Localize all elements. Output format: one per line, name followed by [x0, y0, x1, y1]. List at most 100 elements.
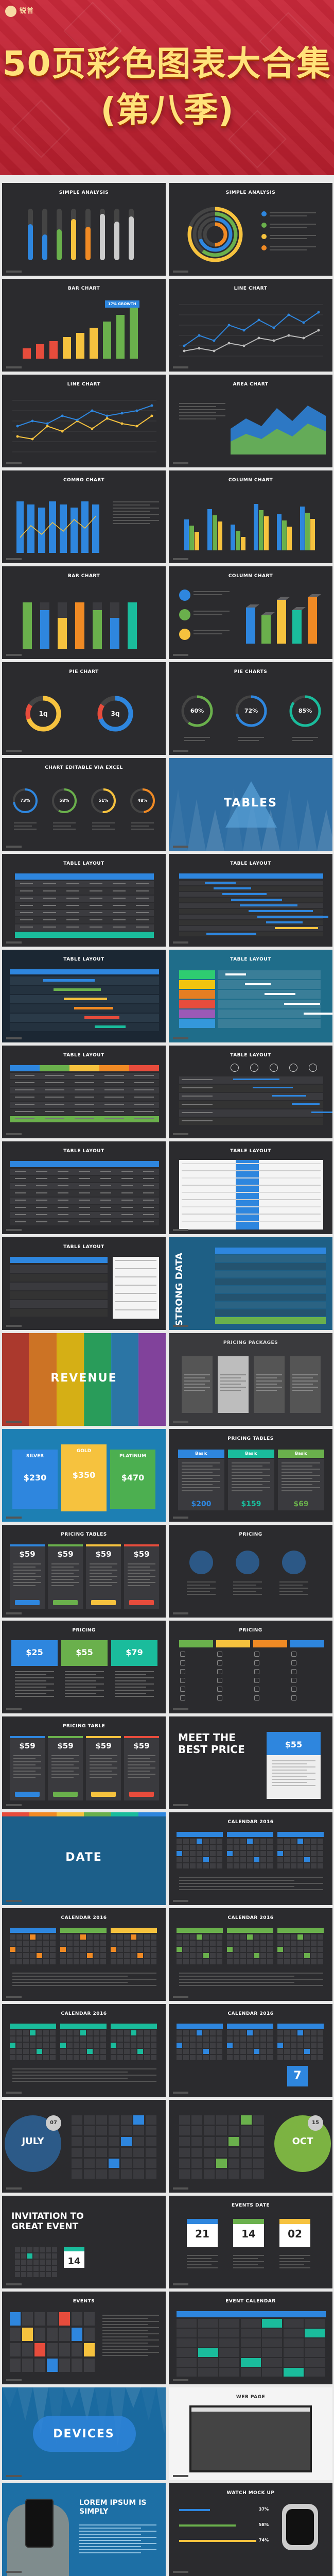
slide-thumbnail[interactable]: JULY 07	[2, 2100, 166, 2193]
buy-button[interactable]	[129, 1792, 154, 1797]
slide-thumbnail[interactable]: OCT 15	[169, 2100, 332, 2193]
slide-thumbnail[interactable]: WATCH MOCK UP 37% 58% 74%	[169, 2483, 332, 2576]
feature-check	[291, 1660, 296, 1665]
slide-thumbnail[interactable]: INVITATION TO GREAT EVENT 14	[2, 2196, 166, 2288]
slide-footer-bar	[173, 462, 188, 464]
slide-thumbnail[interactable]: MEET THE BEST PRICE $55	[169, 1716, 332, 1809]
slide-thumbnail[interactable]: TABLE LAYOUT	[2, 950, 166, 1042]
buy-button[interactable]	[91, 1792, 116, 1797]
table-cell	[79, 1185, 90, 1186]
slide-title: AREA CHART	[233, 382, 269, 387]
buy-button[interactable]	[15, 1600, 40, 1605]
table-cell	[45, 1104, 64, 1105]
slide-thumbnail[interactable]: STRONG DATA	[169, 1237, 332, 1330]
pricing-card[interactable]	[12, 1450, 58, 1509]
calendar-day	[15, 2272, 20, 2277]
slide-thumbnail[interactable]: PRICING	[169, 1621, 332, 1713]
slide-thumbnail[interactable]: SILVER $230 GOLD $350 PLATINUM $470	[2, 1429, 166, 1522]
slide-thumbnail[interactable]: CALENDAR 2016	[2, 1908, 166, 2001]
buy-button[interactable]	[91, 1600, 116, 1605]
slide-thumbnail[interactable]: CALENDAR 2016	[2, 2004, 166, 2097]
slide-thumbnail[interactable]: TABLE LAYOUT	[2, 854, 166, 947]
buy-button[interactable]	[15, 1792, 40, 1797]
slide-thumbnail[interactable]: REVENUE	[2, 1333, 166, 1426]
slide-thumbnail[interactable]: TABLE LAYOUT	[169, 1141, 332, 1234]
slide-thumbnail[interactable]: PRICING TABLES Basic $200 Basic $159 Basic $69	[169, 1429, 332, 1522]
slide-thumbnail[interactable]: PRICING	[169, 1525, 332, 1618]
slide-thumbnail[interactable]: WEB PAGE	[169, 2387, 332, 2480]
slide-thumbnail[interactable]: AREA CHART	[169, 375, 332, 467]
slide-thumbnail[interactable]: BAR CHART	[2, 566, 166, 659]
slide-thumbnail[interactable]: TABLE LAYOUT	[2, 1237, 166, 1330]
slide-thumbnail[interactable]: TABLE LAYOUT	[2, 1141, 166, 1234]
calendar-day	[23, 2055, 29, 2060]
slide-thumbnail[interactable]: COLUMN CHART	[169, 566, 332, 659]
slide-thumbnail[interactable]: PRICING TABLES $59 $59 $59 $59	[2, 1525, 166, 1618]
slide-thumbnail[interactable]: TABLE LAYOUT	[169, 950, 332, 1042]
slide-thumbnail[interactable]: DATE	[2, 1812, 166, 1905]
pricing-card[interactable]	[61, 1444, 107, 1511]
slide-thumbnail[interactable]: LOREM IPSUM IS SIMPLY	[2, 2483, 166, 2576]
calendar-day	[72, 2159, 82, 2168]
slide-thumbnail[interactable]: COMBO CHART	[2, 470, 166, 563]
table-cell	[75, 1118, 94, 1119]
calendar-day	[60, 2055, 66, 2060]
calendar-day	[43, 2049, 49, 2054]
calendar-day	[74, 2049, 79, 2054]
slide-thumbnail[interactable]: EVENTS	[2, 2292, 166, 2384]
slide-thumbnail[interactable]: EVENT CALENDAR	[169, 2292, 332, 2384]
buy-button[interactable]	[53, 1792, 78, 1797]
slide-thumbnail[interactable]: TABLE LAYOUT	[2, 1046, 166, 1138]
feature-check	[180, 1687, 185, 1692]
pricing-card	[290, 1356, 321, 1413]
slide-thumbnail[interactable]: CALENDAR 2016	[169, 1908, 332, 2001]
calendar-day	[203, 1863, 209, 1868]
calendar-day	[318, 2043, 323, 2048]
text-placeholder-line	[184, 1374, 210, 1375]
slide-thumbnail[interactable]: PIE CHART 1q 3q	[2, 662, 166, 755]
ring-label: 85%	[298, 708, 312, 714]
text-placeholder-line	[194, 611, 230, 612]
calendar-day	[177, 1947, 182, 1952]
slide-thumbnail[interactable]: TABLES	[169, 758, 332, 851]
calendar-day	[22, 2312, 33, 2326]
slide-thumbnail[interactable]: CALENDAR 2016	[169, 1812, 332, 1905]
slide-thumbnail[interactable]: LINE CHART	[2, 375, 166, 467]
table-cell	[104, 1097, 124, 1098]
slide-thumbnail[interactable]: PRICING TABLE $59 $59 $59 $59	[2, 1716, 166, 1809]
slide-thumbnail[interactable]: CHART EDITABLE VIA EXCEL 73% 58% 51% 48%	[2, 758, 166, 851]
buy-button[interactable]	[129, 1600, 154, 1605]
slide-thumbnail[interactable]: CALENDAR 2016 7	[169, 2004, 332, 2097]
pricing-card[interactable]	[110, 1450, 155, 1509]
calendar-cell	[198, 2319, 218, 2328]
slide-title: PRICING	[239, 1628, 262, 1633]
slide-thumbnail[interactable]: SIMPLE ANALYSIS	[169, 183, 332, 276]
text-placeholder-line	[15, 1671, 54, 1672]
calendar-day	[87, 1953, 93, 1958]
text-placeholder-line	[182, 1192, 321, 1193]
slide-thumbnail[interactable]: TABLE LAYOUT	[169, 1046, 332, 1138]
calendar-day	[43, 1934, 49, 1940]
slide-title: TABLE LAYOUT	[230, 1149, 271, 1154]
calendar-day	[67, 1934, 73, 1940]
slide-thumbnail[interactable]: COLUMN CHART	[169, 470, 332, 563]
slide-thumbnail[interactable]: PRICING PACKAGES	[169, 1333, 332, 1426]
calendar-day	[190, 2055, 196, 2060]
slide-thumbnail[interactable]: PIE CHARTS 60% 72% 85%	[169, 662, 332, 755]
slide-thumbnail[interactable]: LINE CHART	[169, 279, 332, 372]
calendar-day	[33, 2253, 39, 2259]
table-row	[179, 1109, 323, 1117]
calendar-day	[100, 2030, 106, 2035]
text-placeholder-line	[51, 1767, 79, 1769]
calendar-day	[240, 1839, 246, 1844]
buy-button[interactable]	[53, 1600, 78, 1605]
calendar-day	[217, 1839, 222, 1844]
calendar-day	[151, 2049, 156, 2054]
calendar-day	[15, 2247, 20, 2252]
slide-thumbnail[interactable]: PRICING $25 $55 $79	[2, 1621, 166, 1713]
slide-thumbnail[interactable]: TABLE LAYOUT	[169, 854, 332, 947]
slide-thumbnail[interactable]: SIMPLE ANALYSIS	[2, 183, 166, 276]
slide-thumbnail[interactable]: DEVICES	[2, 2387, 166, 2480]
slide-thumbnail[interactable]: BAR CHART 17% GROWTH	[2, 279, 166, 372]
slide-thumbnail[interactable]: EVENTS DATE 21 14 02	[169, 2196, 332, 2288]
